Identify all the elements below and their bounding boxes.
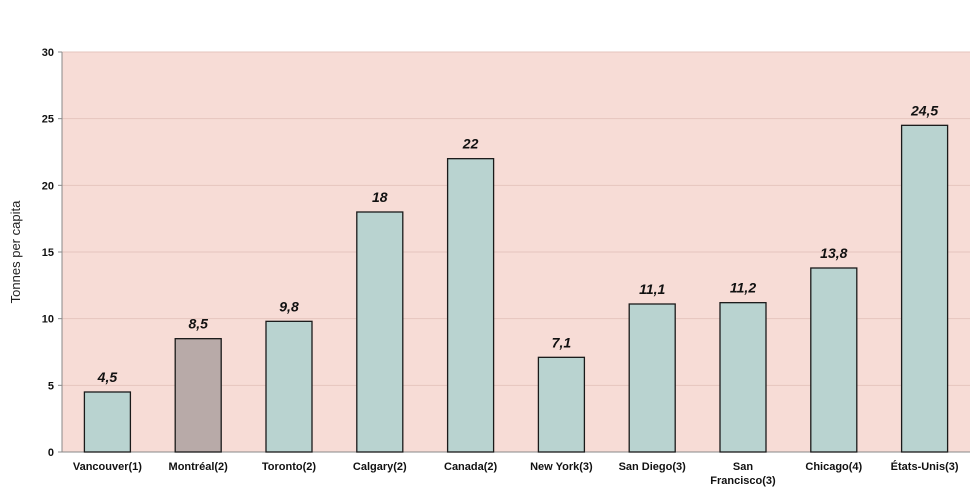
y-tick-label: 30 [42,47,54,59]
bar [900,124,949,453]
bar [356,211,404,453]
y-tick-label: 20 [42,180,54,192]
y-tick-label: 15 [42,247,54,259]
bar [265,320,313,453]
value-label: 4,5 [97,369,118,385]
value-label: 8,5 [188,316,208,332]
value-label: 13,8 [820,245,847,261]
y-axis-label: Tonnes per capita [8,200,23,303]
value-labels: 4,5 8,5 9,8 18 22 7,1 11,1 11,2 13,8 24,5 [97,102,939,385]
bars [83,124,949,453]
value-label: 11,2 [730,280,756,296]
y-tick-label: 25 [42,114,54,126]
bar [446,158,495,453]
y-axis-ticks: 0 5 10 15 20 25 30 [42,47,62,459]
category-label: Chicago(4) [805,461,862,473]
bar [719,302,767,453]
category-label: États-Unis(3) [891,460,959,473]
y-tick-label: 0 [48,447,54,459]
bar [174,338,222,453]
category-label: Montréal(2) [169,461,229,473]
value-label: 24,5 [910,102,938,118]
category-labels: Vancouver(1) Montréal(2) Toronto(2) Calgary… [73,460,959,487]
category-label: Calgary(2) [353,461,407,473]
y-tick-label: 5 [48,380,54,392]
category-label: San Diego(3) [619,461,687,473]
value-label: 9,8 [279,298,299,314]
category-label: Canada(2) [444,461,498,473]
bar [628,303,676,453]
category-label: New York(3) [530,461,593,473]
y-tick-label: 10 [42,314,54,326]
category-label: Vancouver(1) [73,461,142,473]
bar [810,267,858,453]
value-label: 22 [462,136,479,152]
category-label: Toronto(2) [262,461,317,473]
category-label: San Francisco(3) [710,461,776,487]
bar [537,356,586,453]
value-label: 18 [372,189,388,205]
bar [83,391,132,453]
value-label: 7,1 [552,334,572,350]
value-label: 11,1 [639,281,665,297]
